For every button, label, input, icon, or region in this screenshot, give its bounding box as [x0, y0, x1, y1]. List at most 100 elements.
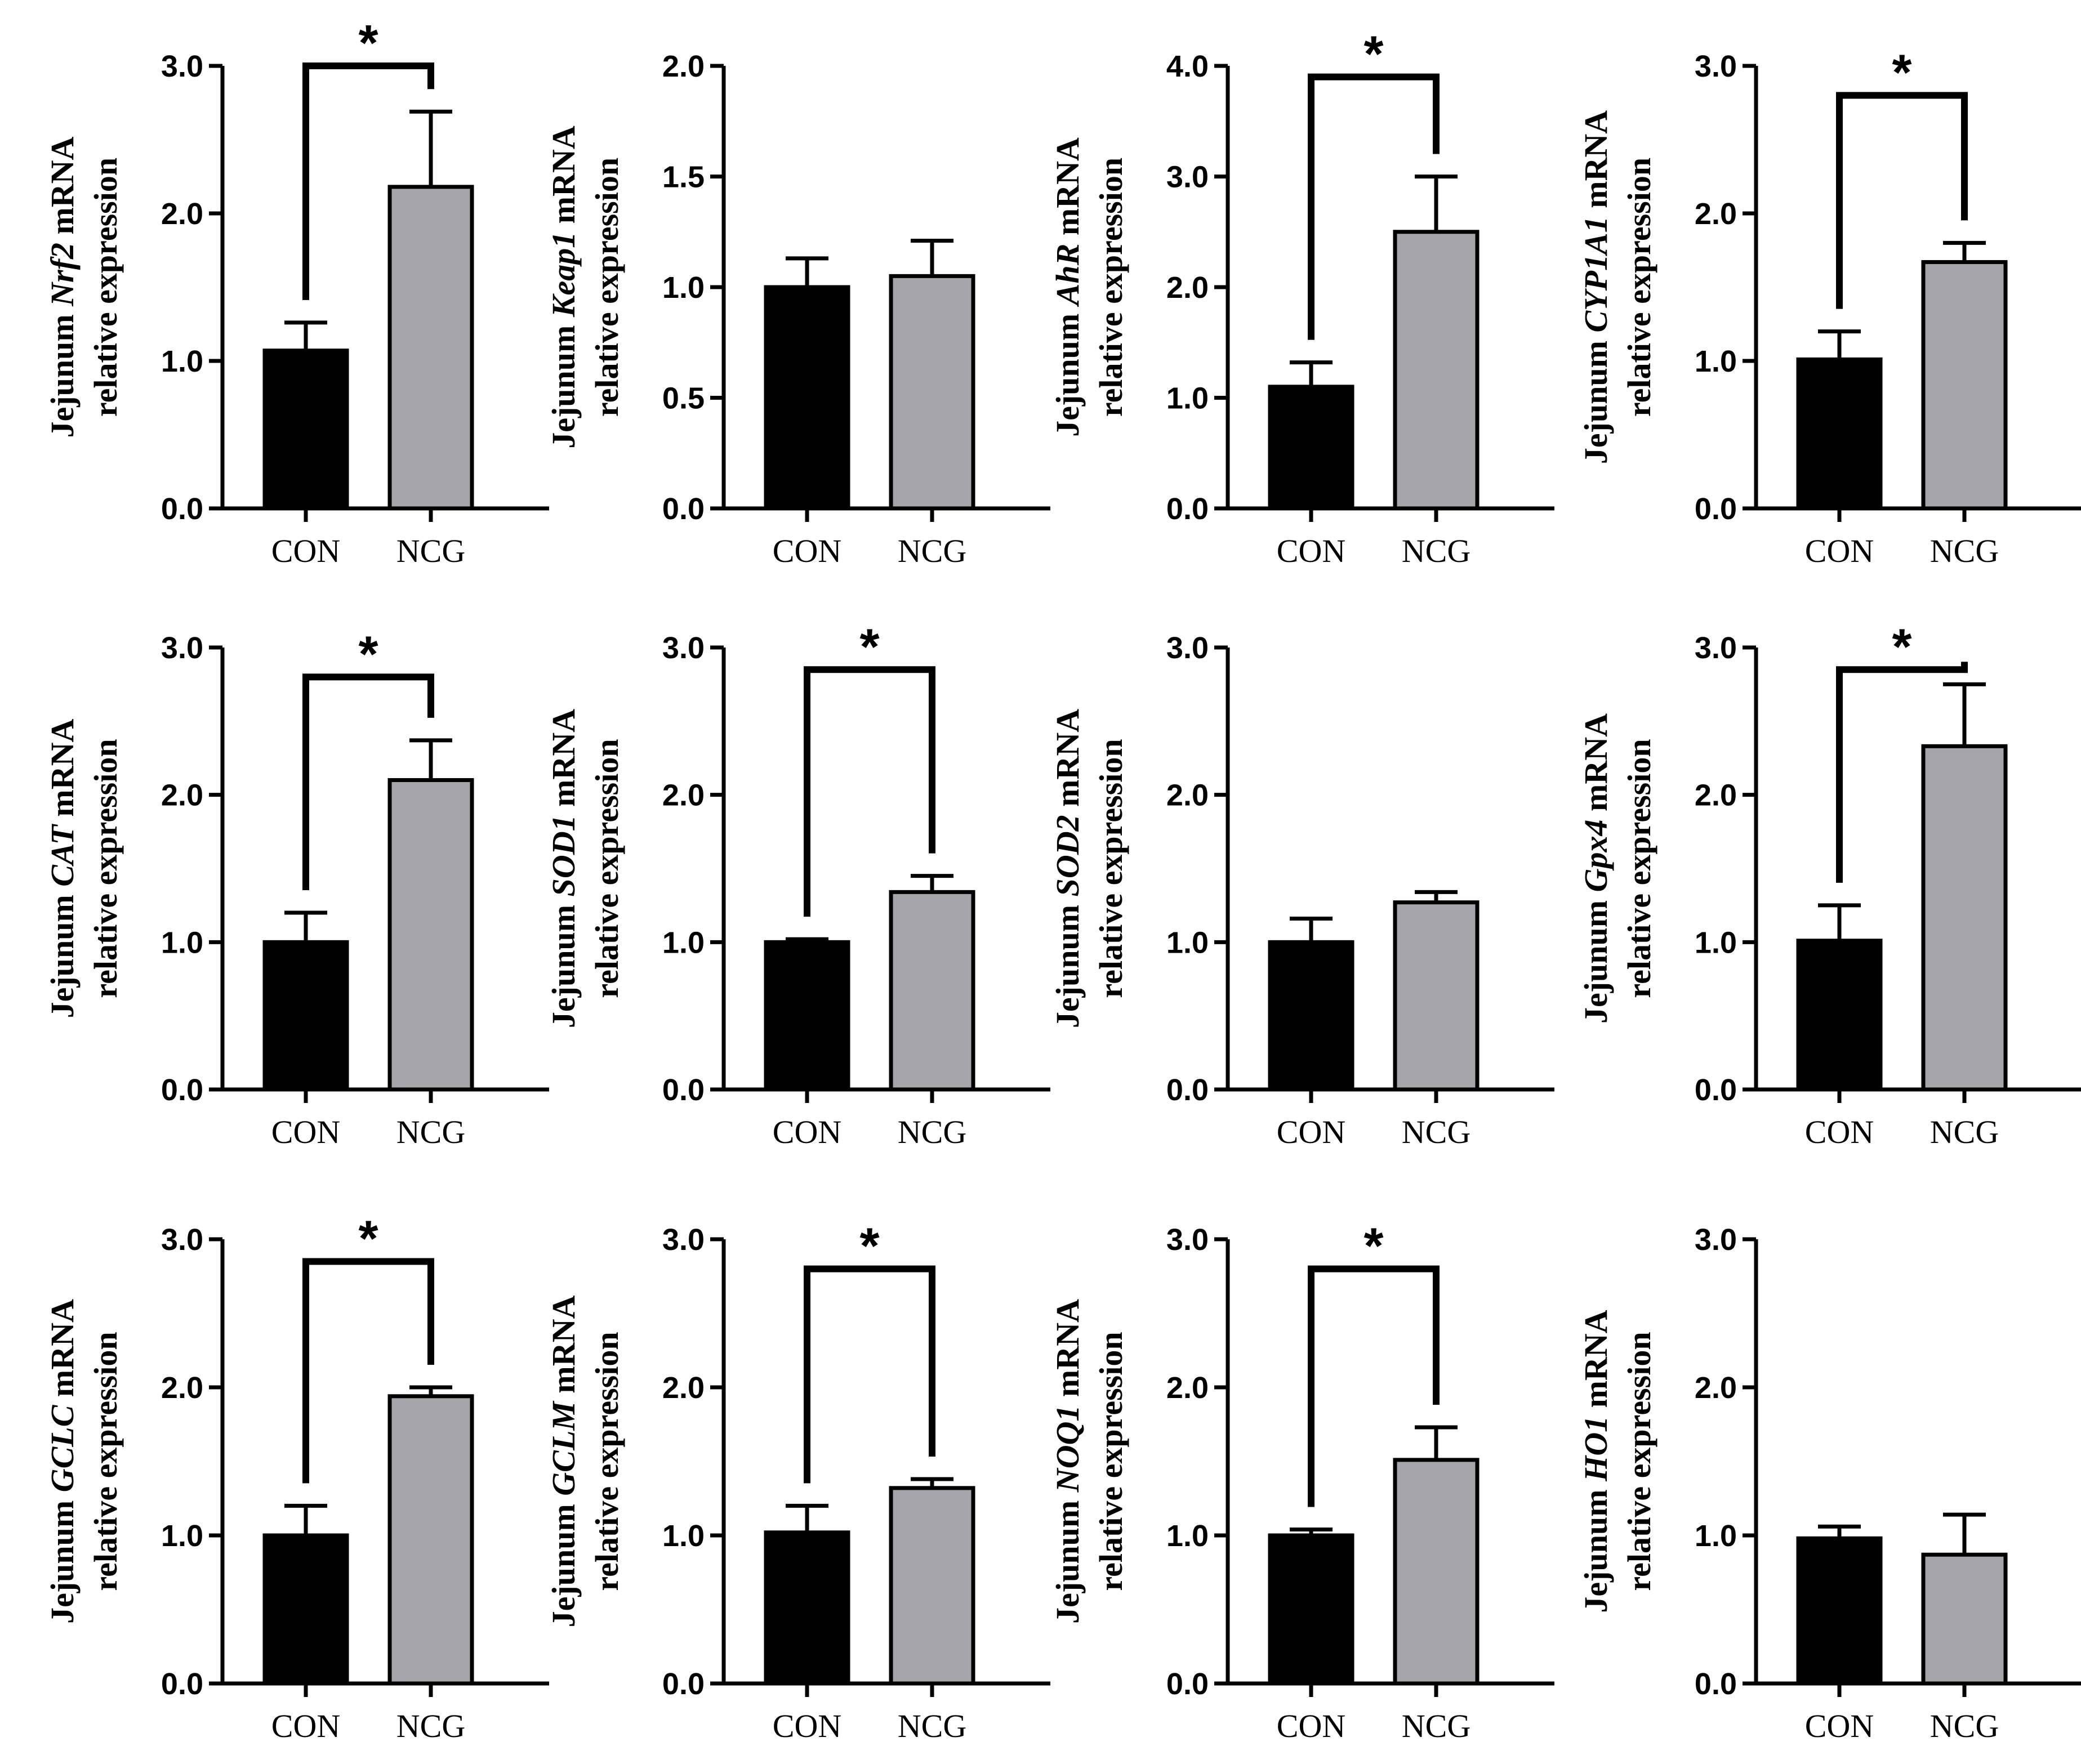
chart-ho1: 0.0 1.0 2.0 3.0 CON NCG Jejunum HO1 mRNA relati… [1578, 1223, 2081, 1744]
y-tick-label: 0.5 [662, 382, 705, 416]
bar-con [1796, 939, 1883, 1092]
bar-ncg [1393, 900, 1480, 1092]
y-axis-label-gene: NOQ1 [1049, 1405, 1086, 1493]
y-axis-label-gene: SOD2 [1049, 815, 1086, 896]
bar-ncg [889, 274, 975, 511]
x-tick-label: CON [1805, 1114, 1874, 1150]
x-tick-label: CON [271, 533, 340, 569]
bar-con [1268, 940, 1354, 1092]
x-tick-label: NCG [898, 533, 966, 569]
y-axis-label-sub: relative expression [589, 158, 625, 417]
significance-bracket [804, 1265, 935, 1484]
y-tick-label: 2.0 [1695, 1371, 1737, 1405]
bar-ncg [1393, 1458, 1480, 1686]
y-axis-label: Jejunum AhR mRNA [1049, 137, 1086, 437]
x-tick-label: CON [271, 1708, 340, 1744]
y-axis-label-sub: relative expression [1621, 158, 1657, 417]
y-tick-label: 0.0 [1695, 1073, 1737, 1107]
bar-con [764, 940, 850, 1092]
y-tick-label: 3.0 [1695, 631, 1737, 665]
y-axis-label-prefix: Jejunum [545, 1496, 582, 1628]
y-tick-label: 1.0 [662, 1519, 705, 1553]
y-tick-label: 3.0 [1695, 1223, 1737, 1257]
y-tick-label: 2.0 [662, 1371, 705, 1405]
y-tick-label: 1.5 [662, 160, 705, 194]
y-axis-label-prefix: Jejunum [1049, 1492, 1086, 1624]
chart-keap1: 0.0 0.5 1.0 1.5 2.0 CON NCG Jejunum Keap1 mRNA r… [545, 50, 1050, 569]
bar-con [262, 1533, 349, 1686]
bar-con [1796, 1536, 1883, 1686]
chart-nrf2: 0.0 1.0 2.0 3.0 CON NCG * Jejunum Nrf2 mRNA rela… [44, 15, 549, 569]
y-tick-label: 1.0 [1695, 1519, 1737, 1553]
y-tick-label: 4.0 [1166, 50, 1209, 83]
chart-sod1: 0.0 1.0 2.0 3.0 CON NCG * Jejunum SOD1 mRNA rela… [545, 619, 1050, 1150]
y-axis-label-sub: relative expression [1621, 1332, 1657, 1591]
y-axis-label: Jejunum SOD1 mRNA [545, 709, 582, 1028]
y-axis-label: Jejunum Keap1 mRNA [545, 126, 582, 449]
y-axis-label-gene: GCLM [545, 1400, 582, 1496]
y-tick-label: 1.0 [1166, 926, 1209, 959]
y-tick-label: 3.0 [1166, 631, 1209, 665]
y-axis-label: Jejunum SOD2 mRNA [1049, 709, 1086, 1028]
y-tick-label: 3.0 [161, 1223, 203, 1257]
significance-star: * [358, 1211, 378, 1267]
y-tick-label: 2.0 [1166, 1371, 1209, 1405]
y-axis-label-sub: relative expression [87, 1332, 124, 1591]
bar-con [764, 285, 850, 511]
y-tick-label: 1.0 [662, 926, 705, 959]
y-tick-label: 2.0 [662, 50, 705, 83]
y-axis-label-suffix: mRNA [44, 719, 81, 825]
bar-con [1796, 357, 1883, 511]
y-axis-label: Jejunum NOQ1 mRNA [1049, 1299, 1086, 1624]
y-tick-label: 3.0 [1166, 1223, 1209, 1257]
chart-cyp1a1: 0.0 1.0 2.0 3.0 CON NCG * Jejunum CYP1A1 mRNA re… [1578, 44, 2081, 569]
chart-sod2: 0.0 1.0 2.0 3.0 CON NCG Jejunum SOD2 mRNA relat… [1049, 631, 1554, 1150]
y-tick-label: 0.0 [662, 492, 705, 526]
y-tick-label: 1.0 [1695, 926, 1737, 959]
chart-gpx4: 0.0 1.0 2.0 3.0 CON NCG * Jejunum Gpx4 mRNA rela… [1578, 619, 2081, 1150]
y-axis-label-prefix: Jejunum [1049, 896, 1086, 1028]
y-axis-label-gene: HO1 [1578, 1416, 1614, 1482]
significance-star: * [1363, 1218, 1383, 1275]
y-tick-label: 1.0 [161, 345, 203, 378]
y-axis-label-gene: CYP1A1 [1578, 216, 1614, 332]
x-tick-label: CON [1277, 1114, 1345, 1150]
bar-ncg [387, 778, 474, 1092]
x-tick-label: NCG [1930, 1114, 1999, 1150]
bar-con [262, 940, 349, 1092]
x-tick-label: CON [773, 1114, 841, 1150]
x-tick-label: NCG [898, 1708, 966, 1744]
significance-star: * [1892, 44, 1911, 101]
y-tick-label: 3.0 [662, 631, 705, 665]
y-axis-label-gene: Keap1 [545, 232, 582, 318]
significance-bracket [302, 673, 434, 890]
y-axis-label-prefix: Jejunum [44, 887, 81, 1019]
significance-bracket [1308, 73, 1440, 340]
y-axis-label-prefix: Jejunum [1578, 892, 1614, 1024]
bar-ncg [1393, 230, 1480, 511]
y-axis-label-sub: relative expression [1093, 739, 1129, 998]
y-tick-label: 0.0 [1166, 492, 1209, 526]
x-tick-label: NCG [1402, 533, 1470, 569]
y-axis-label-sub: relative expression [1621, 739, 1657, 998]
y-tick-label: 0.0 [662, 1667, 705, 1701]
y-axis-label-suffix: mRNA [1578, 713, 1614, 820]
y-tick-label: 0.0 [1695, 492, 1737, 526]
y-tick-label: 3.0 [1695, 50, 1737, 83]
y-tick-label: 0.0 [161, 1073, 203, 1107]
y-axis-label-suffix: mRNA [1049, 709, 1086, 815]
y-tick-label: 0.0 [161, 492, 203, 526]
y-axis-label-prefix: Jejunum [44, 1492, 81, 1624]
y-tick-label: 0.0 [1166, 1667, 1209, 1701]
y-tick-label: 1.0 [1166, 382, 1209, 416]
x-tick-label: NCG [1930, 533, 1999, 569]
significance-bracket [302, 62, 434, 300]
significance-star: * [358, 15, 378, 72]
y-axis-label: Jejunum CAT mRNA [44, 719, 81, 1019]
significance-bracket [1836, 92, 1968, 309]
significance-bracket [804, 666, 935, 917]
x-tick-label: CON [1277, 533, 1345, 569]
y-axis-label: Jejunum CYP1A1 mRNA [1578, 110, 1614, 464]
y-axis-label-prefix: Jejunum [44, 306, 81, 438]
